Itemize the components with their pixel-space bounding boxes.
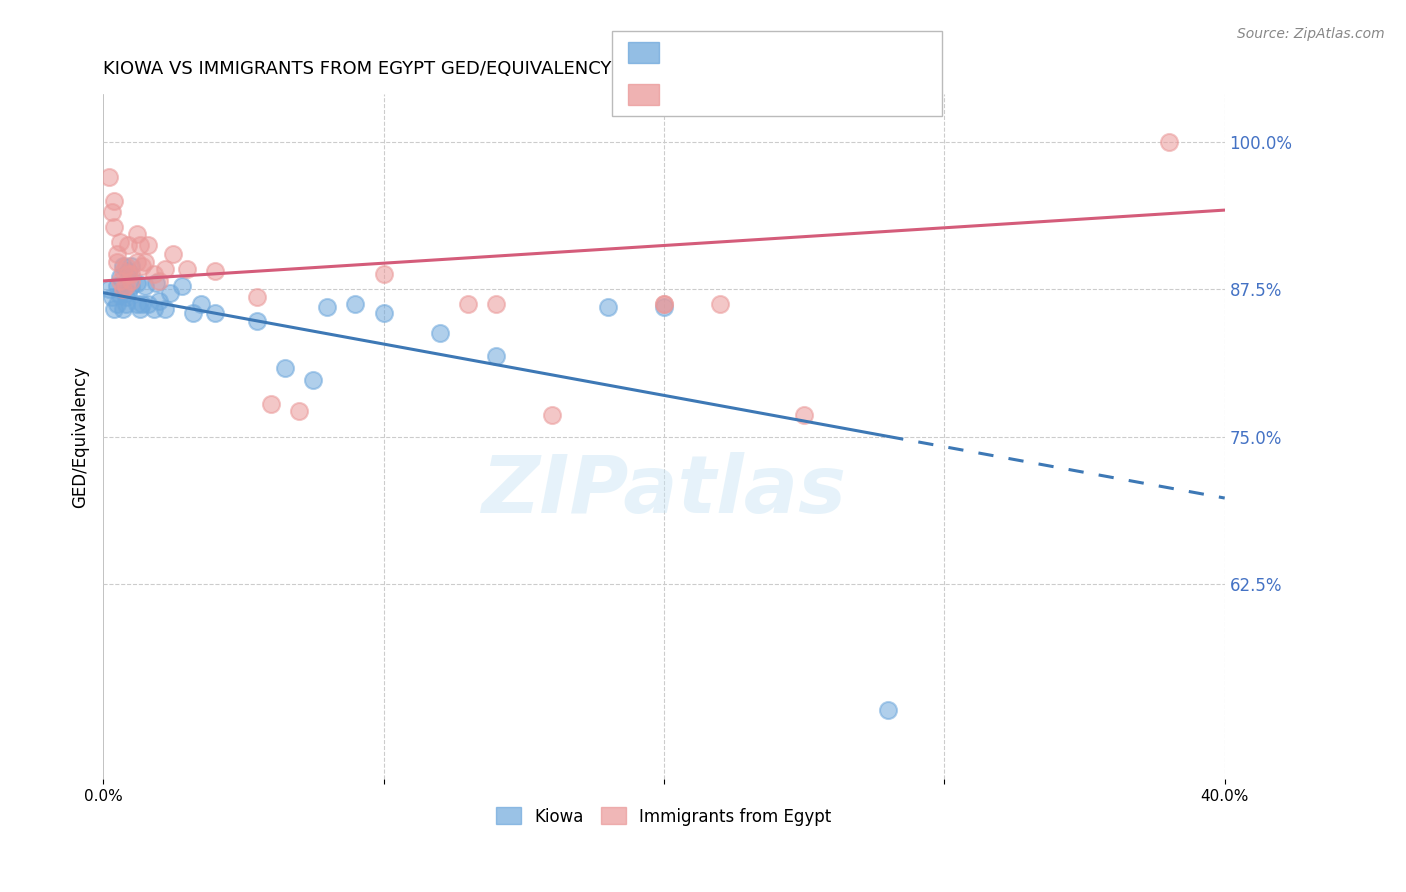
- Point: [181, 306, 204, 320]
- Point: [111, 264, 134, 278]
- Text: N =: N =: [786, 44, 823, 62]
- Point: [117, 267, 139, 281]
- Point: [131, 259, 153, 273]
- Text: R =: R =: [671, 44, 707, 62]
- Point: [120, 259, 142, 273]
- Point: [652, 297, 675, 311]
- Point: [108, 235, 131, 249]
- Point: [145, 277, 167, 291]
- Point: [114, 297, 136, 311]
- Point: [153, 262, 176, 277]
- Point: [204, 306, 226, 320]
- Point: [105, 297, 128, 311]
- Y-axis label: GED/Equivalency: GED/Equivalency: [72, 366, 89, 508]
- Point: [162, 246, 184, 260]
- Point: [117, 285, 139, 300]
- Point: [103, 219, 125, 234]
- Point: [274, 361, 297, 376]
- Point: [485, 350, 508, 364]
- Point: [136, 238, 159, 252]
- Point: [105, 246, 128, 260]
- Point: [108, 270, 131, 285]
- Point: [652, 300, 675, 314]
- Point: [142, 302, 165, 317]
- Point: [97, 169, 120, 184]
- Point: [596, 300, 619, 314]
- Point: [120, 278, 142, 293]
- Text: -0.237: -0.237: [706, 44, 765, 62]
- Point: [373, 306, 395, 320]
- Point: [114, 259, 136, 273]
- Point: [111, 302, 134, 317]
- Point: [148, 274, 170, 288]
- Point: [176, 262, 198, 277]
- Text: ZIPatlas: ZIPatlas: [481, 452, 846, 531]
- Point: [125, 277, 148, 291]
- Point: [117, 238, 139, 252]
- Point: [148, 293, 170, 308]
- Point: [125, 227, 148, 241]
- Point: [246, 290, 269, 304]
- Point: [344, 297, 367, 311]
- Point: [159, 285, 181, 300]
- Point: [97, 282, 120, 296]
- Point: [103, 302, 125, 317]
- Point: [105, 255, 128, 269]
- Point: [108, 288, 131, 302]
- Text: 0.106: 0.106: [706, 86, 758, 103]
- Point: [128, 302, 150, 317]
- Point: [429, 326, 451, 340]
- Point: [108, 274, 131, 288]
- Point: [131, 297, 153, 311]
- Point: [100, 205, 122, 219]
- Point: [105, 278, 128, 293]
- Text: KIOWA VS IMMIGRANTS FROM EGYPT GED/EQUIVALENCY CORRELATION CHART: KIOWA VS IMMIGRANTS FROM EGYPT GED/EQUIV…: [103, 60, 813, 78]
- Point: [302, 373, 325, 387]
- Point: [204, 264, 226, 278]
- Point: [1157, 135, 1180, 149]
- Point: [120, 274, 142, 288]
- Point: [457, 297, 479, 311]
- Point: [128, 238, 150, 252]
- Point: [136, 297, 159, 311]
- Point: [111, 259, 134, 273]
- Point: [373, 267, 395, 281]
- Point: [153, 302, 176, 317]
- Point: [170, 278, 193, 293]
- Text: R =: R =: [671, 86, 707, 103]
- Point: [652, 297, 675, 311]
- Point: [316, 300, 339, 314]
- Point: [793, 409, 815, 423]
- Point: [125, 297, 148, 311]
- Point: [103, 194, 125, 208]
- Point: [540, 409, 562, 423]
- Text: 40: 40: [821, 86, 844, 103]
- Point: [134, 255, 156, 269]
- Point: [125, 255, 148, 269]
- Point: [190, 297, 212, 311]
- Text: N =: N =: [786, 86, 823, 103]
- Point: [142, 267, 165, 281]
- Point: [485, 297, 508, 311]
- Point: [114, 278, 136, 293]
- Point: [117, 264, 139, 278]
- Point: [246, 314, 269, 328]
- Point: [709, 297, 731, 311]
- Point: [260, 397, 283, 411]
- Point: [288, 403, 311, 417]
- Point: [120, 267, 142, 281]
- Point: [134, 278, 156, 293]
- Point: [114, 290, 136, 304]
- Point: [100, 290, 122, 304]
- Text: 41: 41: [821, 44, 844, 62]
- Point: [877, 703, 900, 717]
- Legend: Kiowa, Immigrants from Egypt: Kiowa, Immigrants from Egypt: [489, 801, 838, 832]
- Text: Source: ZipAtlas.com: Source: ZipAtlas.com: [1237, 27, 1385, 41]
- Point: [111, 282, 134, 296]
